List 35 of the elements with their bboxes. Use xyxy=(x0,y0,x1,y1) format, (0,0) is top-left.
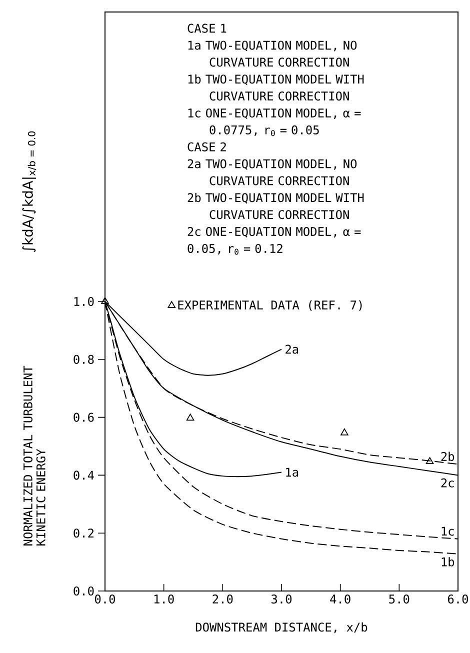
point xyxy=(340,428,348,436)
annotation: CASE 1 xyxy=(188,24,226,33)
series-label: 2b xyxy=(441,452,454,462)
x-tick-label: 2.0 xyxy=(212,594,233,604)
y-tick-label: 0.8 xyxy=(74,354,94,364)
annotation: 1b TWO-EQUATION MODEL WITH CURVATURE CORRECTION xyxy=(188,74,364,101)
series-label: 1c xyxy=(442,526,454,536)
series-label: 2c xyxy=(441,478,454,488)
text: ∫kdA/∫kdA|$_{x/b = 0.0}$ xyxy=(22,131,36,252)
y-tick-label: 0.6 xyxy=(74,412,94,422)
x-axis-title: DOWNSTREAM DISTANCE, x/b xyxy=(196,622,368,634)
annotation: 2c ONE-EQUATION MODEL, α = 0.05, r$_{0}$ = 0.12 xyxy=(188,227,361,255)
annotation: 1c ONE-EQUATION MODEL, α = 0.0775, r$_{0}$ = 0.05 xyxy=(188,108,361,136)
y-axis-title: NORMALIZED TOTAL TURBULENT KINETIC ENERGY xyxy=(23,366,46,546)
y-tick-label: 0.2 xyxy=(74,528,94,538)
x-tick-label: 1.0 xyxy=(154,594,174,604)
x-tick-label: 5.0 xyxy=(389,594,410,604)
annotation: 2a TWO-EQUATION MODEL, NO CURVATURE CORRECTION xyxy=(188,159,357,186)
point xyxy=(101,297,109,304)
point xyxy=(186,414,194,421)
x-tick-label: 0.0 xyxy=(94,594,116,604)
annotation: CASE 2 xyxy=(188,142,226,152)
y-tick-label: 1.0 xyxy=(74,296,94,306)
series-label: 1b xyxy=(442,557,454,566)
series-label: 2a xyxy=(286,344,298,354)
x-tick-label: 4.0 xyxy=(330,594,350,604)
annotation: 1a TWO-EQUATION MODEL, NO CURVATURE CORRECTION xyxy=(188,40,357,67)
series-label: 1a xyxy=(286,468,298,477)
y-tick-label: 0.4 xyxy=(74,470,94,480)
y-tick-label: 0.0 xyxy=(74,586,94,596)
point xyxy=(426,457,434,464)
annotation: 2b TWO-EQUATION MODEL WITH CURVATURE CORRECTION xyxy=(188,192,364,220)
x-tick-label: 3.0 xyxy=(272,594,292,604)
x-tick-label: 6.0 xyxy=(448,594,468,604)
legend-label: EXPERIMENTAL DATA (REF. 7) xyxy=(178,300,362,311)
